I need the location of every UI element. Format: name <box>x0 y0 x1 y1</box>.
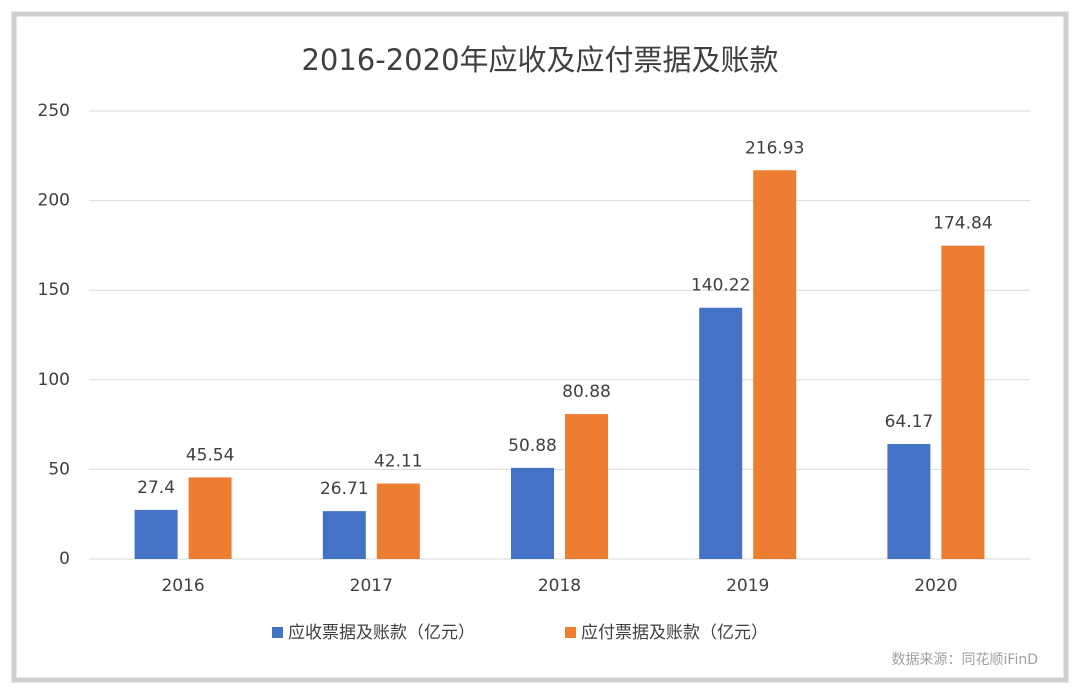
bar <box>699 307 743 559</box>
y-tick-label: 100 <box>38 370 70 390</box>
bar <box>376 483 420 559</box>
value-label: 26.71 <box>320 479 369 499</box>
value-label: 64.17 <box>885 412 934 432</box>
source-note: 数据来源：同花顺iFinD <box>892 652 1038 668</box>
bar <box>565 414 608 559</box>
value-label: 174.84 <box>933 214 992 234</box>
bar <box>134 509 178 559</box>
value-label: 45.54 <box>186 445 235 465</box>
x-tick-label: 2016 <box>161 576 204 596</box>
legend-label: 应付票据及账款（亿元） <box>581 623 768 643</box>
x-tick-label: 2020 <box>914 576 957 596</box>
value-label: 42.11 <box>374 452 423 472</box>
legend-swatch <box>272 627 283 638</box>
bar <box>887 444 931 559</box>
y-tick-label: 250 <box>38 101 70 121</box>
y-tick-label: 0 <box>59 549 70 569</box>
legend-label: 应收票据及账款（亿元） <box>288 623 475 643</box>
chart-title: 2016-2020年应收及应付票据及账款 <box>301 43 778 77</box>
value-label: 80.88 <box>562 382 611 402</box>
x-tick-label: 2018 <box>538 576 581 596</box>
y-tick-label: 200 <box>38 191 70 211</box>
bar <box>753 170 797 559</box>
bar <box>188 477 232 559</box>
bar <box>322 511 366 559</box>
bar <box>941 245 985 560</box>
value-label: 27.4 <box>137 478 175 498</box>
x-tick-label: 2019 <box>726 576 769 596</box>
legend-swatch <box>565 627 576 638</box>
y-tick-label: 50 <box>48 459 70 479</box>
bar <box>511 467 554 559</box>
chart-frame <box>11 11 1069 683</box>
value-label: 140.22 <box>691 276 750 296</box>
value-label: 50.88 <box>508 436 557 456</box>
y-tick-label: 150 <box>38 280 70 300</box>
x-tick-label: 2017 <box>350 576 393 596</box>
value-label: 216.93 <box>745 138 804 158</box>
